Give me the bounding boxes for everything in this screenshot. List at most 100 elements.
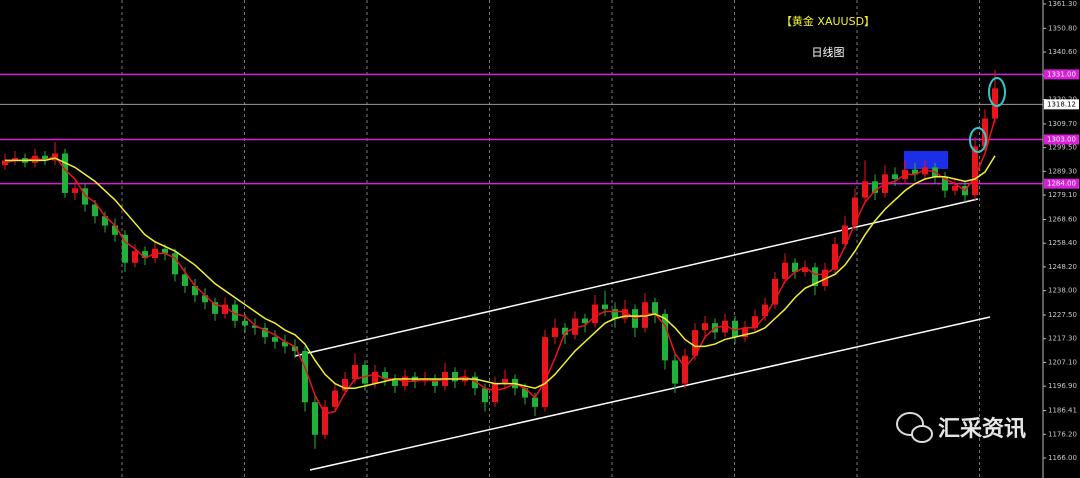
candle-body <box>172 253 178 275</box>
candle-body <box>392 378 398 386</box>
candle-body <box>752 316 758 328</box>
candle-body <box>102 216 108 226</box>
candle-body <box>322 406 328 435</box>
candle-body <box>312 402 318 435</box>
candle-body <box>972 146 978 196</box>
marker-circle <box>969 127 987 153</box>
candle-body <box>382 371 388 379</box>
candle-body <box>732 320 738 338</box>
candle-body <box>502 378 508 384</box>
grid <box>121 0 980 478</box>
candle-body <box>792 262 798 273</box>
candle-body <box>552 327 558 338</box>
candle-body <box>182 274 188 286</box>
candle-body <box>542 337 548 407</box>
candle-body <box>842 225 848 245</box>
candle-body <box>282 341 288 347</box>
y-tick-label: 1227.50 <box>1048 311 1077 319</box>
current-line-tag <box>1044 99 1079 110</box>
candle-body <box>782 262 788 279</box>
candle-body <box>432 378 438 386</box>
candle-body <box>452 371 458 382</box>
candle-body <box>572 318 578 335</box>
y-tick-label: 1340.60 <box>1048 48 1077 56</box>
highlight-box <box>904 151 948 169</box>
candle-body <box>372 371 378 384</box>
watermark: 汇采资讯 <box>938 417 1026 442</box>
candle-body <box>922 167 928 175</box>
candle-body <box>682 355 688 384</box>
candle-body <box>592 304 598 324</box>
candle-body <box>112 225 118 235</box>
candle-body <box>812 267 818 286</box>
candle-body <box>132 251 138 263</box>
candle-body <box>62 153 68 193</box>
candle-body <box>122 234 128 263</box>
candle-body <box>362 365 368 384</box>
plot <box>0 69 1043 449</box>
candle-body <box>12 158 18 161</box>
candle-body <box>602 304 608 310</box>
y-tick-label: 1248.20 <box>1048 263 1077 271</box>
candle-body <box>272 337 278 342</box>
chart-title: 【黄金 XAUUSD】 <box>781 14 875 28</box>
candle-body <box>142 251 148 259</box>
y-axis: 1166.00 1176.20 1186.41 1196.90 1207.10 1217.… <box>1043 0 1079 462</box>
candle-body <box>722 320 728 333</box>
y-tick-label: 1309.70 <box>1048 120 1077 128</box>
candle-body <box>302 351 308 403</box>
candle-body <box>642 302 648 328</box>
y-tick-label: 1238.00 <box>1048 287 1077 295</box>
candle-body <box>992 88 998 119</box>
candle-body <box>492 383 498 403</box>
y-tick-label: 1350.80 <box>1048 24 1077 32</box>
level-line-tag <box>1044 69 1079 80</box>
current-line-label: 1318.12 <box>1047 100 1076 108</box>
candle-body <box>242 320 248 326</box>
candle-body <box>952 185 958 191</box>
candle-body <box>582 318 588 324</box>
candle-body <box>72 188 78 193</box>
candle-body <box>652 302 658 314</box>
candle-body <box>262 327 268 338</box>
candle-body <box>942 176 948 191</box>
candle-body <box>332 390 338 407</box>
y-tick-label: 1268.60 <box>1048 215 1077 223</box>
channel-upper <box>294 198 979 357</box>
candle-body <box>772 278 778 305</box>
level-line-label: 1303.00 <box>1047 135 1076 143</box>
axis-panel <box>1043 0 1080 478</box>
y-tick-label: 1299.50 <box>1048 144 1077 152</box>
candle-body <box>822 269 828 286</box>
candle-body <box>662 313 668 361</box>
candle-body <box>912 169 918 175</box>
y-tick-label: 1217.30 <box>1048 335 1077 343</box>
candle-body <box>252 325 258 328</box>
candle-body <box>32 155 38 163</box>
y-tick-label: 1258.40 <box>1048 239 1077 247</box>
candle-body <box>622 309 628 319</box>
candle-body <box>562 327 568 335</box>
candle-body <box>762 304 768 317</box>
candle-body <box>202 295 208 303</box>
level-line-label: 1331.00 <box>1047 70 1076 78</box>
candle-body <box>742 327 748 338</box>
candle-body <box>82 188 88 205</box>
watermark-icon <box>896 412 933 443</box>
candle-body <box>192 285 198 296</box>
candle-body <box>802 267 808 273</box>
candle-body <box>702 323 708 331</box>
candle-body <box>892 174 898 180</box>
candle-body <box>212 302 218 314</box>
y-tick-label: 1279.10 <box>1048 191 1077 199</box>
candle-body <box>832 244 838 270</box>
candle-body <box>482 388 488 403</box>
moving-average <box>5 155 996 390</box>
y-tick-label: 1166.00 <box>1048 454 1077 462</box>
candle-body <box>352 365 358 379</box>
y-tick-label: 1176.20 <box>1048 430 1077 438</box>
candle-body <box>862 181 868 198</box>
y-tick-label: 1289.30 <box>1048 167 1077 175</box>
